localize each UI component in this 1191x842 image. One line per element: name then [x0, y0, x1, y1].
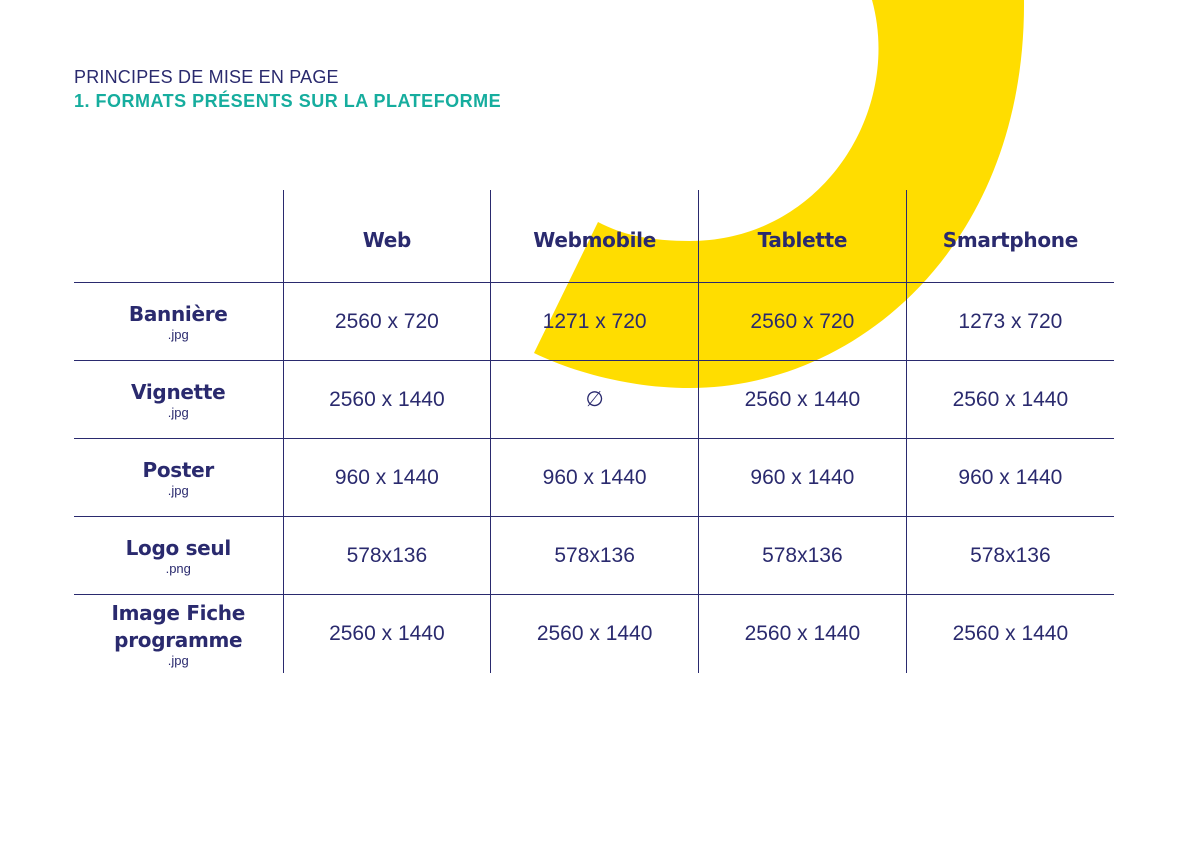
table-row: Bannière .jpg 2560 x 720 1271 x 720 2560…: [74, 282, 1114, 361]
table-cell: 2560 x 720: [698, 282, 907, 361]
table-cell: 2560 x 1440: [698, 360, 907, 439]
table-cell: 2560 x 1440: [905, 360, 1114, 439]
row-header-vignette: Vignette .jpg: [74, 360, 283, 439]
table-cell: 2560 x 1440: [698, 594, 907, 673]
table-cell: 1273 x 720: [905, 282, 1114, 361]
column-header-webmobile: Webmobile: [490, 190, 699, 283]
row-name: Logo seul: [125, 536, 232, 560]
table-row: Image Fiche programme .jpg 2560 x 1440 2…: [74, 594, 1114, 674]
table-cell: 578x136: [905, 516, 1114, 595]
table-row: Logo seul .png 578x136 578x136 578x136 5…: [74, 516, 1114, 595]
row-name: Bannière: [128, 302, 228, 326]
row-header-poster: Poster .jpg: [74, 438, 283, 517]
table-row: Vignette .jpg 2560 x 1440 ∅ 2560 x 1440 …: [74, 360, 1114, 439]
page-header: PRINCIPES DE MISE EN PAGE 1. FORMATS PRÉ…: [74, 66, 501, 114]
table-cell: 578x136: [698, 516, 907, 595]
table-cell: 960 x 1440: [905, 438, 1114, 517]
row-extension: .jpg: [167, 483, 189, 498]
table-header-row: Web Webmobile Tablette Smartphone: [74, 190, 1114, 283]
page-kicker: PRINCIPES DE MISE EN PAGE: [74, 67, 339, 87]
row-header-image-fiche-programme: Image Fiche programme .jpg: [74, 595, 283, 674]
row-extension: .jpg: [167, 405, 189, 420]
table-cell: 1271 x 720: [490, 282, 699, 361]
table-cell: 2560 x 1440: [905, 594, 1114, 673]
column-header-smartphone: Smartphone: [905, 190, 1114, 283]
table-cell: 578x136: [282, 516, 491, 595]
table-row: Poster .jpg 960 x 1440 960 x 1440 960 x …: [74, 438, 1114, 517]
table-cell: 2560 x 1440: [282, 360, 491, 439]
section-title: 1. FORMATS PRÉSENTS SUR LA PLATEFORME: [74, 91, 502, 111]
row-name: Image Fiche programme: [111, 601, 246, 652]
row-header-logo-seul: Logo seul .png: [74, 516, 283, 595]
table-cell: 960 x 1440: [490, 438, 699, 517]
table-cell: 578x136: [490, 516, 699, 595]
row-name: Poster: [142, 458, 215, 482]
table-cell: 960 x 1440: [282, 438, 491, 517]
table-cell: 2560 x 1440: [490, 594, 699, 673]
table-cell: 960 x 1440: [698, 438, 907, 517]
row-extension: .jpg: [167, 653, 189, 668]
column-header-tablette: Tablette: [698, 190, 907, 283]
row-header-banniere: Bannière .jpg: [74, 282, 283, 361]
column-header-empty: [74, 190, 283, 283]
table-cell: 2560 x 720: [282, 282, 491, 361]
column-header-web: Web: [282, 190, 491, 283]
row-extension: .jpg: [167, 327, 189, 342]
table-cell: ∅: [490, 360, 699, 439]
formats-table: Web Webmobile Tablette Smartphone Banniè…: [74, 190, 1114, 673]
row-extension: .png: [165, 561, 191, 576]
table-cell: 2560 x 1440: [282, 594, 491, 673]
row-name: Vignette: [131, 380, 226, 404]
